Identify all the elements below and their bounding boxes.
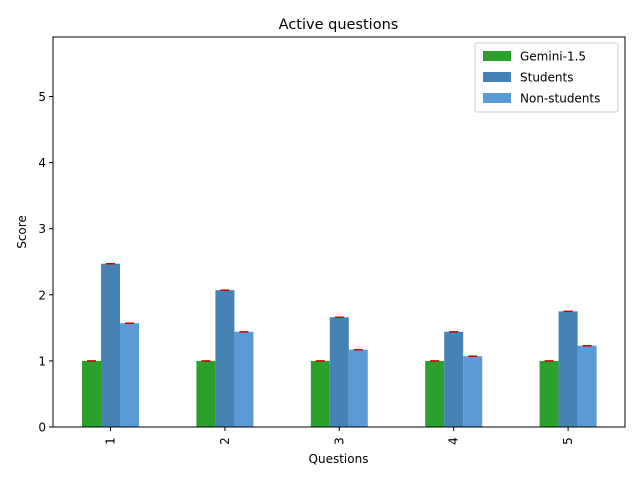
bar-students-q1 (101, 263, 120, 427)
bar-non-students-q5 (577, 345, 597, 427)
legend-swatch (483, 72, 511, 82)
legend-label: Students (520, 71, 574, 85)
x-tick-label: 2 (218, 437, 232, 445)
x-axis-title: Questions (309, 452, 369, 466)
chart-title: Active questions (279, 17, 399, 33)
plot-area: 0 1 2 3 4 5 1 2 3 4 5 (38, 36, 626, 445)
x-tick-label: 4 (447, 437, 461, 445)
y-tick-label: 4 (38, 156, 46, 170)
plot-frame (52, 36, 626, 428)
bar-students-q3 (329, 317, 349, 427)
y-tick-label: 3 (38, 222, 46, 236)
bar-gemini-1-5-q4 (425, 360, 445, 427)
bar-students-q4 (444, 331, 464, 427)
bar-non-students-q4 (463, 356, 483, 427)
bar-gemini-1-5-q3 (310, 360, 330, 427)
bar-non-students-q3 (348, 349, 368, 427)
bar-non-students-q2 (234, 331, 254, 427)
bar-gemini-1-5-q2 (196, 360, 216, 427)
bar-gemini-1-5-q5 (539, 360, 559, 427)
y-tick-label: 5 (38, 90, 46, 104)
legend-label: Gemini-1.5 (520, 50, 586, 64)
legend-swatch (483, 51, 511, 61)
legend: Gemini-1.5 Students Non-students (474, 42, 619, 113)
y-tick-label: 2 (38, 288, 46, 302)
y-tick-label: 0 (38, 421, 46, 435)
bar-students-q2 (215, 290, 235, 427)
bar-non-students-q1 (120, 323, 139, 427)
bar-gemini-1-5-q1 (82, 360, 101, 427)
legend-swatch (483, 93, 511, 103)
legend-label: Non-students (520, 92, 600, 106)
y-axis-title: Score (15, 215, 29, 249)
x-tick-label: 3 (332, 437, 346, 445)
y-tick-label: 1 (38, 354, 46, 368)
x-tick-label: 5 (561, 437, 575, 445)
bar-students-q5 (558, 311, 578, 427)
x-tick-label: 1 (104, 437, 118, 445)
